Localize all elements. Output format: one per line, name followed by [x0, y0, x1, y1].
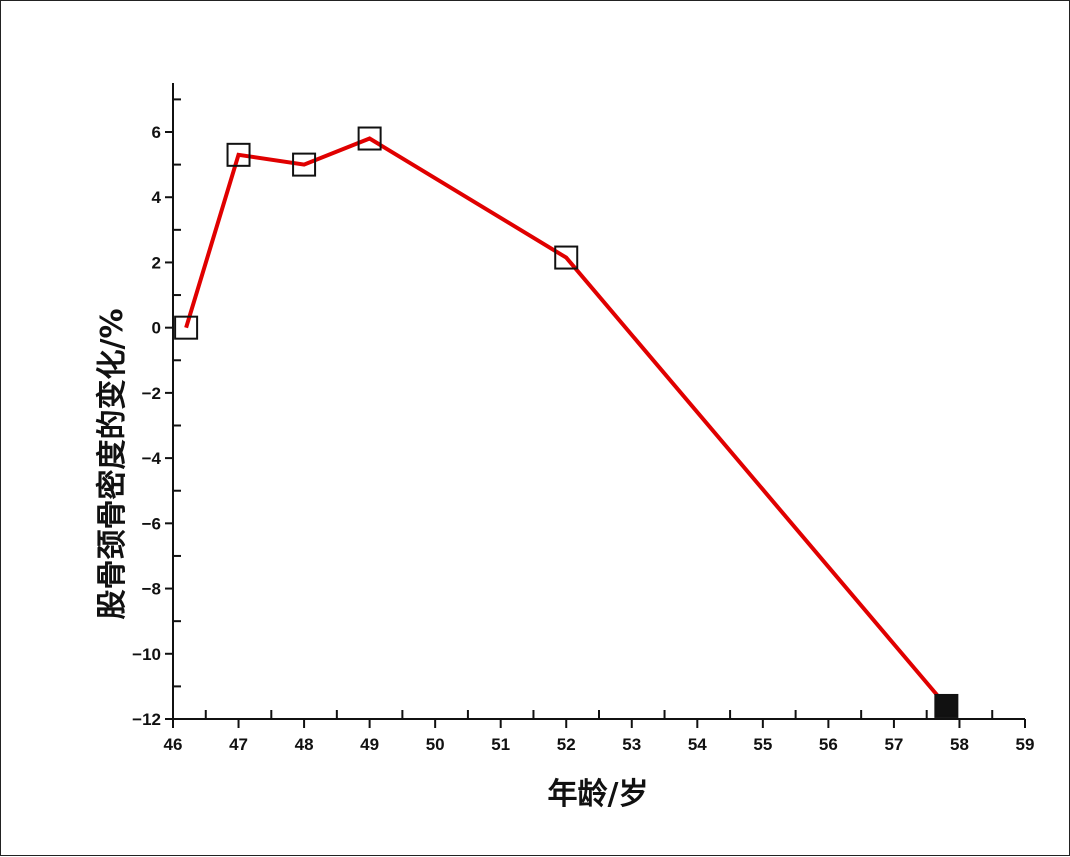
- x-tick-label: 52: [557, 735, 576, 754]
- series-line: [184, 136, 948, 708]
- y-tick-label: −8: [142, 580, 161, 599]
- x-tick-label: 47: [229, 735, 248, 754]
- y-axis: 6 4 2 0 −2 −4 −6 −8 −10 −12: [132, 83, 181, 729]
- y-tick-label: 4: [152, 188, 162, 207]
- data-point-filled: [934, 693, 959, 718]
- x-tick-label: 59: [1016, 735, 1035, 754]
- y-tick-label: 0: [152, 319, 161, 338]
- y-tick-label: −12: [132, 710, 161, 729]
- data-point: [226, 142, 251, 167]
- data-point: [292, 152, 317, 177]
- x-tick-label: 55: [753, 735, 772, 754]
- series-layer: [174, 126, 959, 718]
- data-point: [174, 315, 199, 340]
- x-tick-label: 49: [360, 735, 379, 754]
- x-tick-label: 46: [164, 735, 183, 754]
- x-tick-label: 50: [426, 735, 445, 754]
- x-tick-label: 58: [950, 735, 969, 754]
- data-point: [357, 126, 382, 151]
- x-tick-label: 56: [819, 735, 838, 754]
- y-tick-label: −4: [142, 449, 162, 468]
- y-tick-label: −10: [132, 645, 161, 664]
- y-tick-label: −6: [142, 514, 161, 533]
- x-tick-label: 57: [884, 735, 903, 754]
- x-tick-label: 48: [295, 735, 314, 754]
- y-tick-label: 2: [152, 253, 161, 272]
- y-tick-label: 6: [152, 123, 161, 142]
- x-axis: 46 47 48 49 50 51 52 53 54 55 56 57 58 59: [164, 710, 1035, 754]
- y-tick-label: −2: [142, 384, 161, 403]
- x-tick-label: 51: [491, 735, 510, 754]
- y-axis-title: 股骨颈骨密度的变化/%: [95, 308, 130, 619]
- x-tick-label: 54: [688, 735, 707, 754]
- x-axis-title: 年龄/岁: [548, 777, 649, 812]
- data-point: [554, 245, 579, 270]
- x-tick-label: 53: [622, 735, 641, 754]
